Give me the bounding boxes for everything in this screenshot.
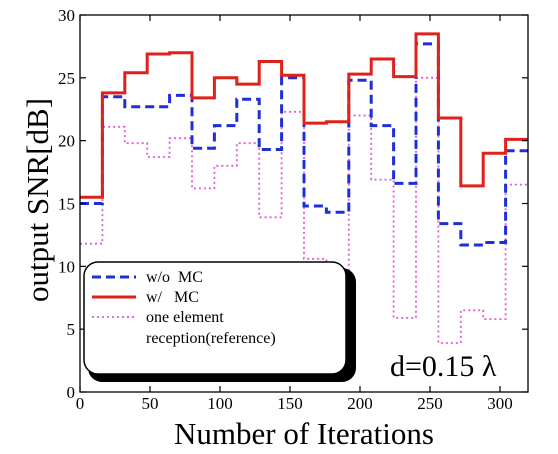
y-axis-title: output SNR[dB] xyxy=(20,98,55,302)
y-tick-label: 20 xyxy=(58,132,75,151)
y-tick-label: 15 xyxy=(58,195,75,214)
legend-label-ref: reception(reference) xyxy=(146,330,276,347)
x-tick-label: 100 xyxy=(207,394,233,413)
x-tick-label: 50 xyxy=(142,394,159,413)
x-tick-label: 150 xyxy=(277,394,303,413)
series-line-1 xyxy=(80,32,528,199)
ticks-layer: 0 50 100 150 200 250 300 0 5 10 15 20 25 30 xyxy=(58,6,528,413)
series-layer xyxy=(80,32,528,344)
x-tick-label: 300 xyxy=(487,394,513,413)
series-line-2 xyxy=(80,76,528,344)
x-tick-label: 200 xyxy=(347,394,373,413)
y-tick-label: 10 xyxy=(58,257,75,276)
y-tick-label: 30 xyxy=(58,6,75,25)
y-tick-label: 5 xyxy=(67,320,76,339)
series-line-0 xyxy=(80,42,528,247)
y-tick-label: 25 xyxy=(58,69,75,88)
y-tick-label: 0 xyxy=(67,383,76,402)
legend-label-ref: one element xyxy=(146,309,224,326)
x-tick-label: 250 xyxy=(417,394,443,413)
spacing-annotation: d=0.15 λ xyxy=(390,350,497,383)
legend-box xyxy=(83,261,347,375)
x-axis-title: Number of Iterations xyxy=(174,416,434,451)
legend-label-wo: w/o MC xyxy=(146,269,203,286)
x-tick-label: 0 xyxy=(76,394,85,413)
legend: w/o MC w/ MC one element reception(referenc… xyxy=(83,261,356,382)
legend-label-w: w/ MC xyxy=(146,289,199,306)
